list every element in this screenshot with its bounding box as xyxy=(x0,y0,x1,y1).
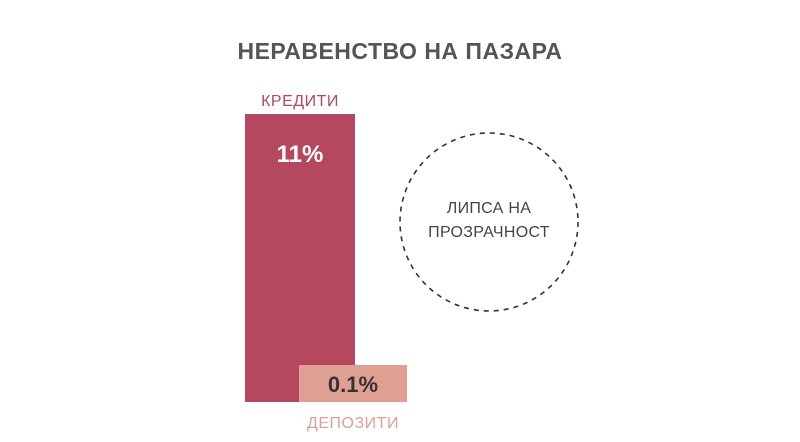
annotation-line-1: ЛИПСА НА xyxy=(446,200,532,217)
value-label-1: 0.1% xyxy=(328,372,378,397)
bar-0 xyxy=(245,114,355,402)
bar-1 xyxy=(299,365,407,402)
category-label-0: КРЕДИТИ xyxy=(261,93,339,110)
value-label-0: 11% xyxy=(277,141,324,168)
chart-title: НЕРАВЕНСТВО НА ПАЗАРА xyxy=(237,38,563,64)
category-label-1: ДЕПОЗИТИ xyxy=(307,415,399,432)
annotation-circle xyxy=(399,132,579,312)
annotation-text: ЛИПСА НА ПРОЗРАЧНОСТ xyxy=(400,197,578,245)
bars-group: 11% КРЕДИТИ 0.1% ДЕПОЗИТИ xyxy=(245,93,407,432)
annotation-line-2: ПРОЗРАЧНОСТ xyxy=(428,224,550,241)
